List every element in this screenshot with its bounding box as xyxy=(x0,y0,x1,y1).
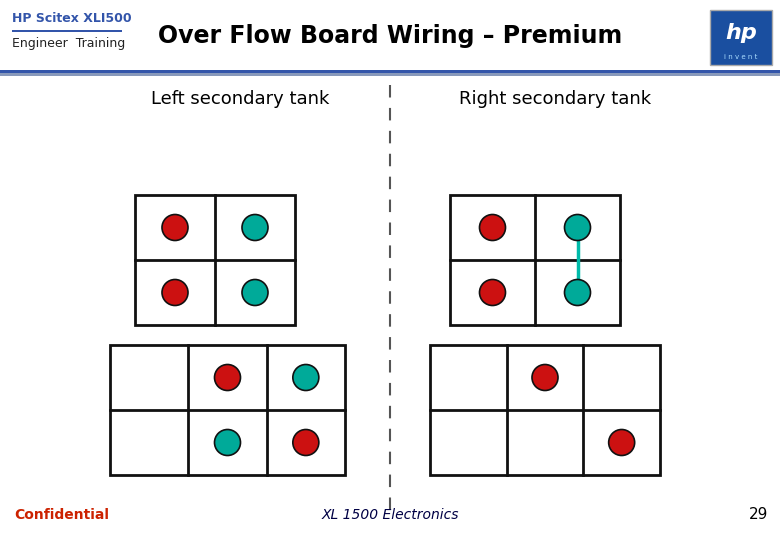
Text: 29: 29 xyxy=(749,507,768,522)
Circle shape xyxy=(480,280,505,306)
Text: hp: hp xyxy=(725,23,757,43)
Circle shape xyxy=(292,364,319,390)
Bar xyxy=(0,0,780,70)
Bar xyxy=(710,10,772,65)
Text: Left secondary tank: Left secondary tank xyxy=(151,90,329,108)
Circle shape xyxy=(162,280,188,306)
Text: HP Scitex XLI500: HP Scitex XLI500 xyxy=(12,12,132,25)
Bar xyxy=(0,73,780,76)
Circle shape xyxy=(242,214,268,240)
Text: i n v e n t: i n v e n t xyxy=(725,54,757,60)
Text: Engineer  Training: Engineer Training xyxy=(12,37,126,50)
Circle shape xyxy=(162,214,188,240)
Bar xyxy=(110,345,345,475)
Circle shape xyxy=(565,280,590,306)
Circle shape xyxy=(565,214,590,240)
Bar xyxy=(430,345,660,475)
Circle shape xyxy=(608,429,635,456)
Text: Right secondary tank: Right secondary tank xyxy=(459,90,651,108)
Text: XL 1500 Electronics: XL 1500 Electronics xyxy=(321,508,459,522)
Circle shape xyxy=(532,364,558,390)
Bar xyxy=(0,70,780,73)
Circle shape xyxy=(215,364,240,390)
Bar xyxy=(135,195,295,325)
Bar xyxy=(12,30,122,32)
Circle shape xyxy=(480,214,505,240)
Bar xyxy=(450,195,620,325)
Text: Over Flow Board Wiring – Premium: Over Flow Board Wiring – Premium xyxy=(158,24,622,48)
Circle shape xyxy=(215,429,240,456)
Text: Confidential: Confidential xyxy=(14,508,109,522)
Circle shape xyxy=(292,429,319,456)
Circle shape xyxy=(242,280,268,306)
